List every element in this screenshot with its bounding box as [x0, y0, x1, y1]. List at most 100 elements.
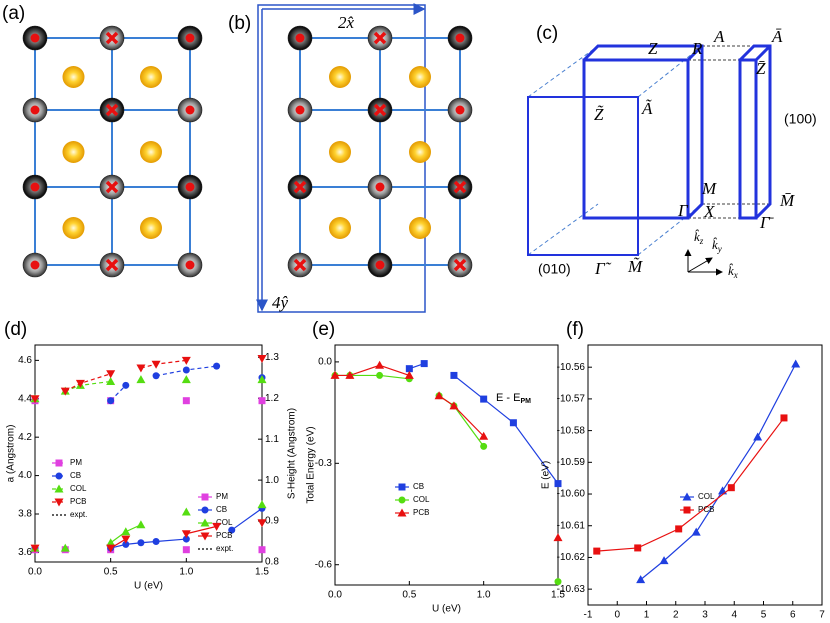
marker — [330, 370, 340, 379]
spin-cross — [105, 258, 119, 272]
marker — [182, 535, 190, 543]
legend-label: CB — [413, 482, 424, 491]
marker — [753, 432, 763, 441]
x-tick-label: 6 — [790, 610, 796, 621]
y-tick-label: -10.57 — [557, 394, 586, 405]
x-tick-label: 1.5 — [551, 590, 565, 601]
y-tick-label: 4.2 — [18, 432, 32, 443]
marker — [675, 525, 683, 533]
supercell-label: 2x̂ — [338, 13, 355, 32]
k-axis-label: k̂y — [712, 237, 722, 254]
panel-label: (b) — [228, 13, 251, 34]
y-tick-label: -10.59 — [557, 457, 586, 468]
marker — [727, 484, 735, 492]
y-tick-label: 3.6 — [18, 547, 32, 558]
marker — [122, 540, 130, 548]
legend-marker — [201, 506, 209, 514]
spin-dot — [185, 105, 195, 115]
marker — [376, 371, 384, 379]
marker — [258, 397, 266, 405]
legend-marker — [683, 506, 691, 514]
marker — [420, 360, 428, 368]
legend-marker — [55, 472, 63, 480]
legend-marker — [54, 498, 64, 507]
k-axis-text: k̂ — [728, 263, 734, 278]
legend-marker — [397, 508, 407, 517]
marker — [554, 578, 562, 586]
y-tick-label: 4.0 — [18, 470, 32, 481]
marker — [181, 507, 191, 516]
bz-label: Z̃ — [594, 105, 604, 124]
panel-label: (a) — [2, 3, 25, 24]
marker — [480, 395, 488, 403]
legend-label: COL — [216, 518, 233, 527]
marker — [30, 395, 40, 404]
legend-marker — [201, 493, 209, 501]
x-tick-label: 1.0 — [179, 567, 193, 578]
spin-cross — [453, 180, 467, 194]
marker — [257, 375, 267, 384]
spin-dot — [295, 105, 305, 115]
marker — [228, 526, 236, 534]
y-tick-label: -0.6 — [315, 559, 333, 570]
legend-marker — [54, 484, 64, 493]
y-tick-label: -10.63 — [557, 584, 586, 595]
legend-label: expt. — [216, 544, 233, 553]
marker — [152, 372, 160, 380]
marker — [30, 544, 40, 553]
series-line — [640, 363, 797, 581]
spin-cross — [373, 31, 387, 45]
legend-label: COL — [698, 492, 715, 501]
y-tick-label: -10.56 — [557, 362, 586, 373]
spin-cross — [105, 180, 119, 194]
spin-cross — [293, 180, 307, 194]
y-tick-label: 3.8 — [18, 509, 32, 520]
marker — [634, 544, 642, 552]
y-tick-label: 4.4 — [18, 393, 32, 404]
panel-label: (c) — [536, 23, 558, 44]
bz-label: A — [713, 27, 725, 46]
plot-frame — [34, 344, 263, 563]
marker — [480, 442, 488, 450]
marker — [137, 539, 145, 547]
y-axis-label: Total Energy (eV) — [306, 426, 317, 503]
spin-cross — [105, 31, 119, 45]
y-tick-label: 0.0 — [318, 357, 332, 368]
y-axis-label: E (eV) — [541, 461, 552, 489]
marker — [345, 370, 355, 379]
annotation-text: E - E — [496, 392, 520, 404]
panel-label: (d) — [4, 319, 27, 340]
bz-label: Γ — [677, 201, 689, 220]
marker — [479, 431, 489, 440]
marker — [182, 366, 190, 374]
spin-dot — [30, 105, 40, 115]
bz-label: M̄ — [779, 191, 795, 210]
marker — [257, 500, 267, 509]
legend-label: PCB — [413, 508, 429, 517]
brillouin-zone — [527, 44, 772, 276]
marker — [213, 362, 221, 370]
marker — [449, 401, 459, 410]
spin-dot — [375, 260, 385, 270]
spin-dot — [30, 260, 40, 270]
spin-cross — [105, 103, 119, 117]
y-tick-label: 1.1 — [265, 434, 279, 445]
bz-label: R — [691, 39, 703, 58]
spin-cross — [293, 258, 307, 272]
yellow-atom — [329, 217, 351, 239]
bz-label: M — [701, 179, 717, 198]
y-tick-label: 0.8 — [265, 557, 279, 568]
x-tick-label: 5 — [761, 610, 767, 621]
marker — [121, 535, 131, 544]
marker — [257, 519, 267, 528]
marker — [636, 575, 646, 584]
marker — [659, 556, 669, 565]
marker — [509, 419, 517, 427]
panel-label: (e) — [312, 319, 335, 340]
spin-dot — [455, 105, 465, 115]
annotation-sub: PM — [520, 398, 531, 405]
yellow-atom — [409, 141, 431, 163]
marker — [60, 387, 70, 396]
k-axis-sub: x — [733, 270, 738, 280]
y-tick-label: -10.62 — [557, 552, 586, 563]
